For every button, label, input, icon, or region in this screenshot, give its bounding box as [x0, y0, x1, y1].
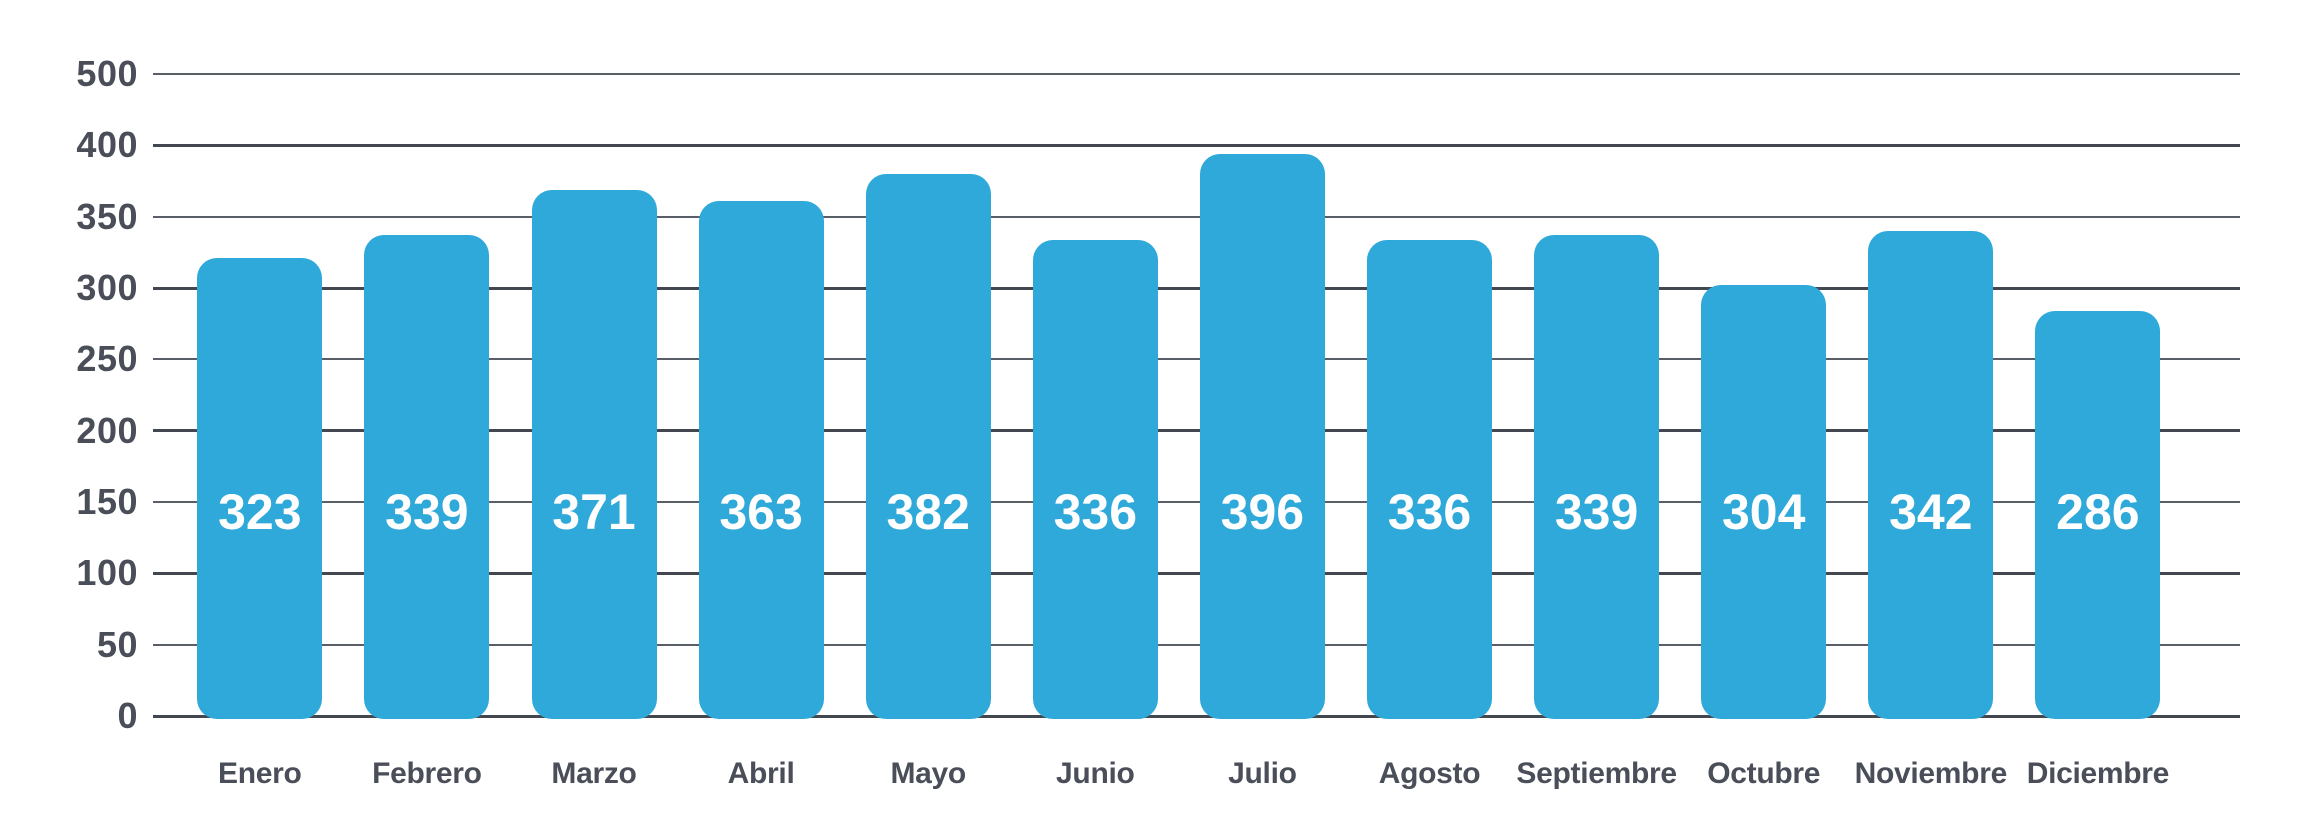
bar [1701, 285, 1827, 719]
x-axis-month-label: Mayo [890, 757, 966, 790]
bar [2035, 310, 2161, 719]
bar-value-label: 339 [1554, 484, 1639, 540]
bar [865, 174, 991, 719]
x-axis-month-label: Diciembre [2026, 757, 2170, 790]
bar-value-label: 396 [1220, 484, 1305, 540]
bar-value-label: 336 [1053, 484, 1138, 540]
x-axis-month-label: Septiembre [1516, 757, 1677, 790]
x-axis-month-label: Julio [1228, 757, 1297, 790]
x-axis-month-label: Marzo [551, 757, 637, 790]
y-axis-tick-label: 150 [76, 481, 138, 522]
y-axis-tick-label: 250 [76, 338, 138, 380]
gridline [153, 73, 2240, 76]
x-axis-month-label: Junio [1056, 757, 1135, 790]
gridline [153, 501, 2240, 503]
bar [1199, 154, 1325, 719]
x-axis-month-label: Agosto [1378, 757, 1481, 790]
gridline [153, 143, 2240, 147]
bar-value-label: 286 [2056, 484, 2140, 540]
gridline [153, 286, 2240, 290]
bar [1367, 239, 1492, 719]
bar-value-label: 339 [385, 484, 469, 540]
gridline [153, 714, 2240, 718]
y-axis-tick-label: 100 [76, 552, 138, 594]
bar [1868, 231, 1994, 719]
bar-value-label: 323 [218, 484, 302, 540]
gridline [153, 358, 2240, 361]
gridline [153, 643, 2240, 646]
bar [197, 258, 323, 719]
bar-value-label: 363 [719, 484, 803, 540]
gridline [153, 571, 2240, 575]
x-axis-month-label: Octubre [1707, 757, 1821, 790]
bar-value-label: 342 [1889, 484, 1973, 540]
y-axis-tick-label: 300 [76, 267, 138, 309]
bar [364, 235, 490, 719]
bar [1032, 239, 1158, 719]
y-axis-tick-label: 500 [76, 53, 138, 95]
bar-value-label: 371 [552, 484, 636, 540]
y-axis-tick-label: 400 [76, 124, 138, 166]
y-axis-tick-label: 350 [76, 195, 138, 237]
bar-value-label: 382 [886, 484, 970, 540]
x-axis-month-label: Enero [218, 757, 302, 790]
x-axis-month-label: Febrero [372, 757, 482, 790]
bar-value-label: 336 [1387, 484, 1472, 540]
bar [531, 189, 657, 719]
bar [1534, 235, 1660, 719]
y-axis-tick-label: 50 [96, 623, 138, 665]
gridline [153, 215, 2240, 218]
x-axis-month-label: Abril [727, 757, 795, 790]
bar [698, 201, 824, 719]
x-axis-month-label: Noviembre [1854, 757, 2008, 790]
bar-value-label: 304 [1721, 484, 1806, 540]
y-axis-tick-label: 0 [117, 695, 138, 736]
gridline [153, 429, 2240, 433]
y-axis-tick-label: 200 [76, 409, 138, 451]
